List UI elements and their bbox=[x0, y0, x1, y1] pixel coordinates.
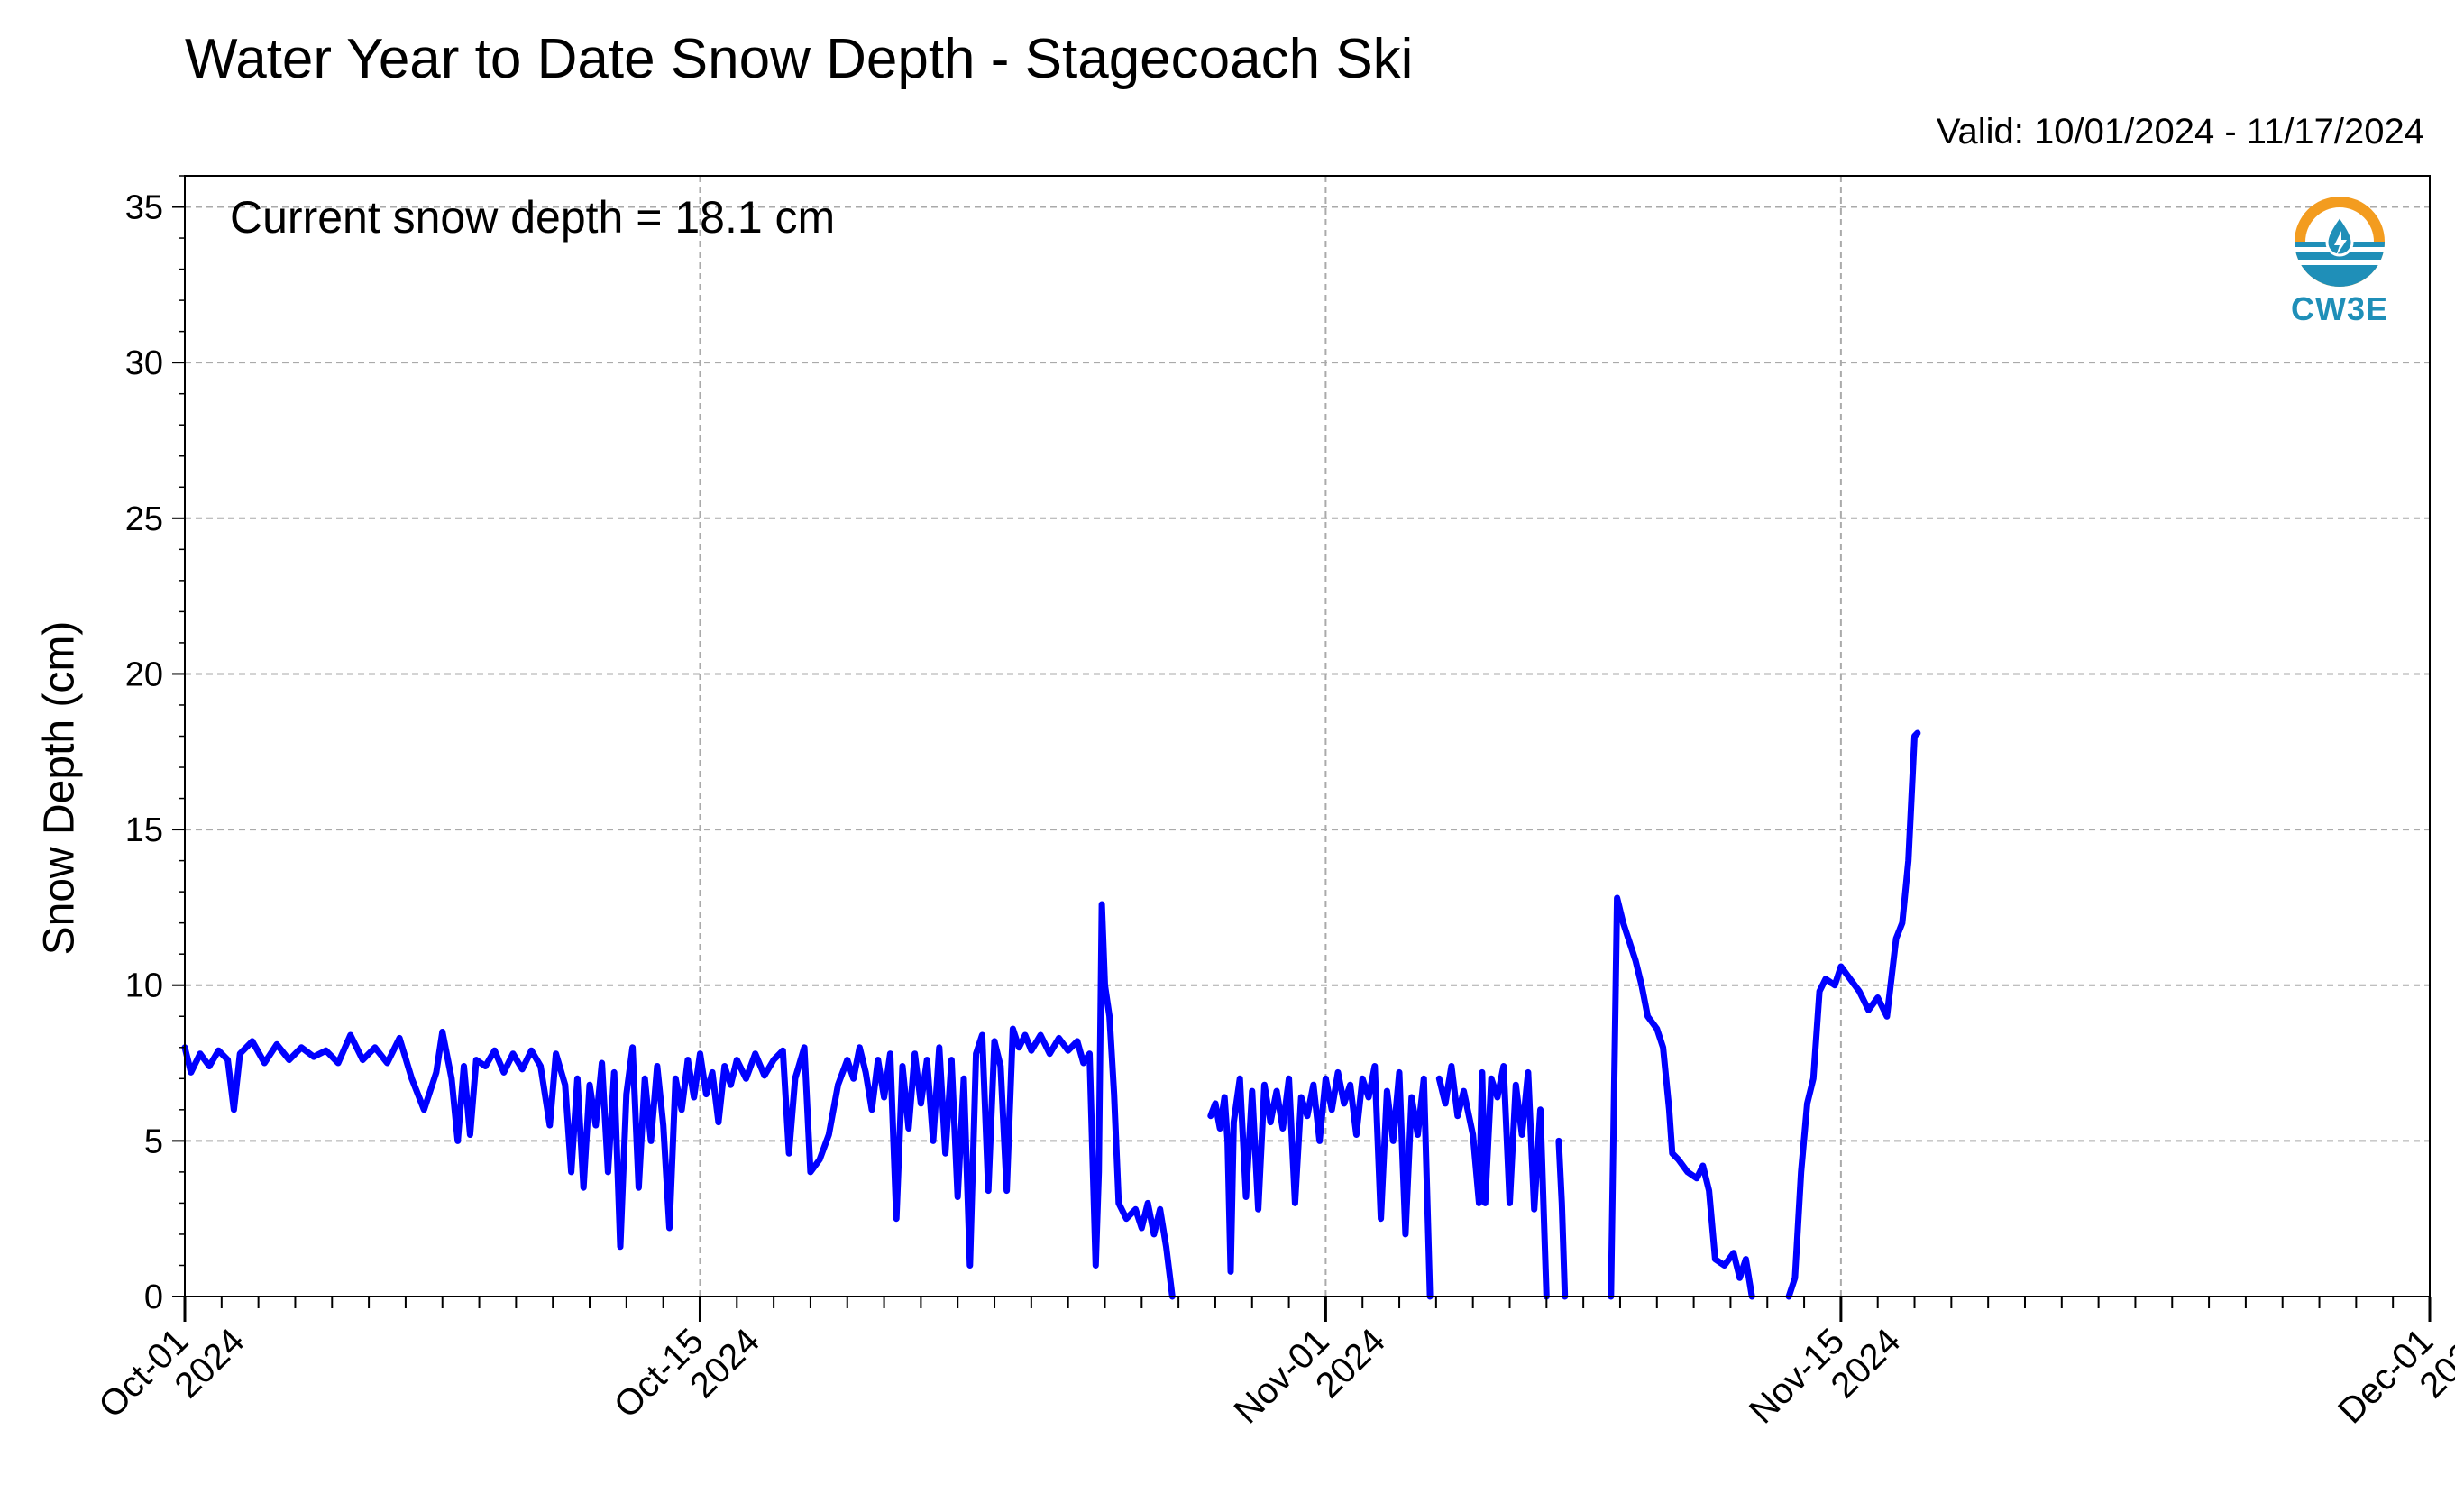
y-tick-label: 25 bbox=[125, 500, 163, 538]
grid-lines bbox=[185, 176, 2430, 1297]
x-tick-label: Oct-012024 bbox=[91, 1293, 252, 1453]
snow-depth-line-segment bbox=[181, 901, 1176, 1300]
y-tick-label: 10 bbox=[125, 967, 163, 1005]
y-axis: 0 5 10 15 20 25 30 35 bbox=[125, 175, 185, 1316]
cw3e-logo: CW3E bbox=[2276, 191, 2403, 327]
snow-depth-line-segment bbox=[1555, 1137, 1569, 1300]
x-tick-label: Nov-012024 bbox=[1226, 1293, 1393, 1460]
y-axis-label: Snow Depth (cm) bbox=[35, 620, 84, 956]
snow-depth-line-segment bbox=[1608, 894, 1755, 1300]
snow-depth-line-segment bbox=[1207, 1063, 1434, 1300]
plot-background bbox=[185, 176, 2430, 1297]
x-tick-label: Oct-152024 bbox=[607, 1293, 767, 1453]
valid-date-range: Valid: 10/01/2024 - 11/17/2024 bbox=[1936, 112, 2424, 151]
snow-depth-line-segment bbox=[1785, 729, 1921, 1300]
snow-depth-line-segment bbox=[1435, 1063, 1550, 1300]
x-tick-label: Dec-012024 bbox=[2331, 1293, 2455, 1460]
current-snow-depth-annotation: Current snow depth = 18.1 cm bbox=[230, 192, 836, 243]
y-tick-label: 30 bbox=[125, 344, 163, 382]
snow-depth-series bbox=[181, 729, 1921, 1300]
y-tick-label: 20 bbox=[125, 655, 163, 693]
cw3e-logo-icon bbox=[2293, 197, 2386, 287]
y-tick-label: 5 bbox=[144, 1123, 163, 1160]
cw3e-logo-text: CW3E bbox=[2290, 290, 2388, 327]
y-tick-label: 15 bbox=[125, 811, 163, 849]
y-tick-label: 35 bbox=[125, 189, 163, 227]
x-axis: Oct-012024 Oct-152024 Nov-012024 Nov-152024… bbox=[91, 1293, 2455, 1460]
x-tick-label: Nov-152024 bbox=[1742, 1293, 1909, 1460]
y-tick-label: 0 bbox=[144, 1278, 163, 1316]
chart-title: Water Year to Date Snow Depth - Stagecoa… bbox=[185, 28, 1414, 90]
